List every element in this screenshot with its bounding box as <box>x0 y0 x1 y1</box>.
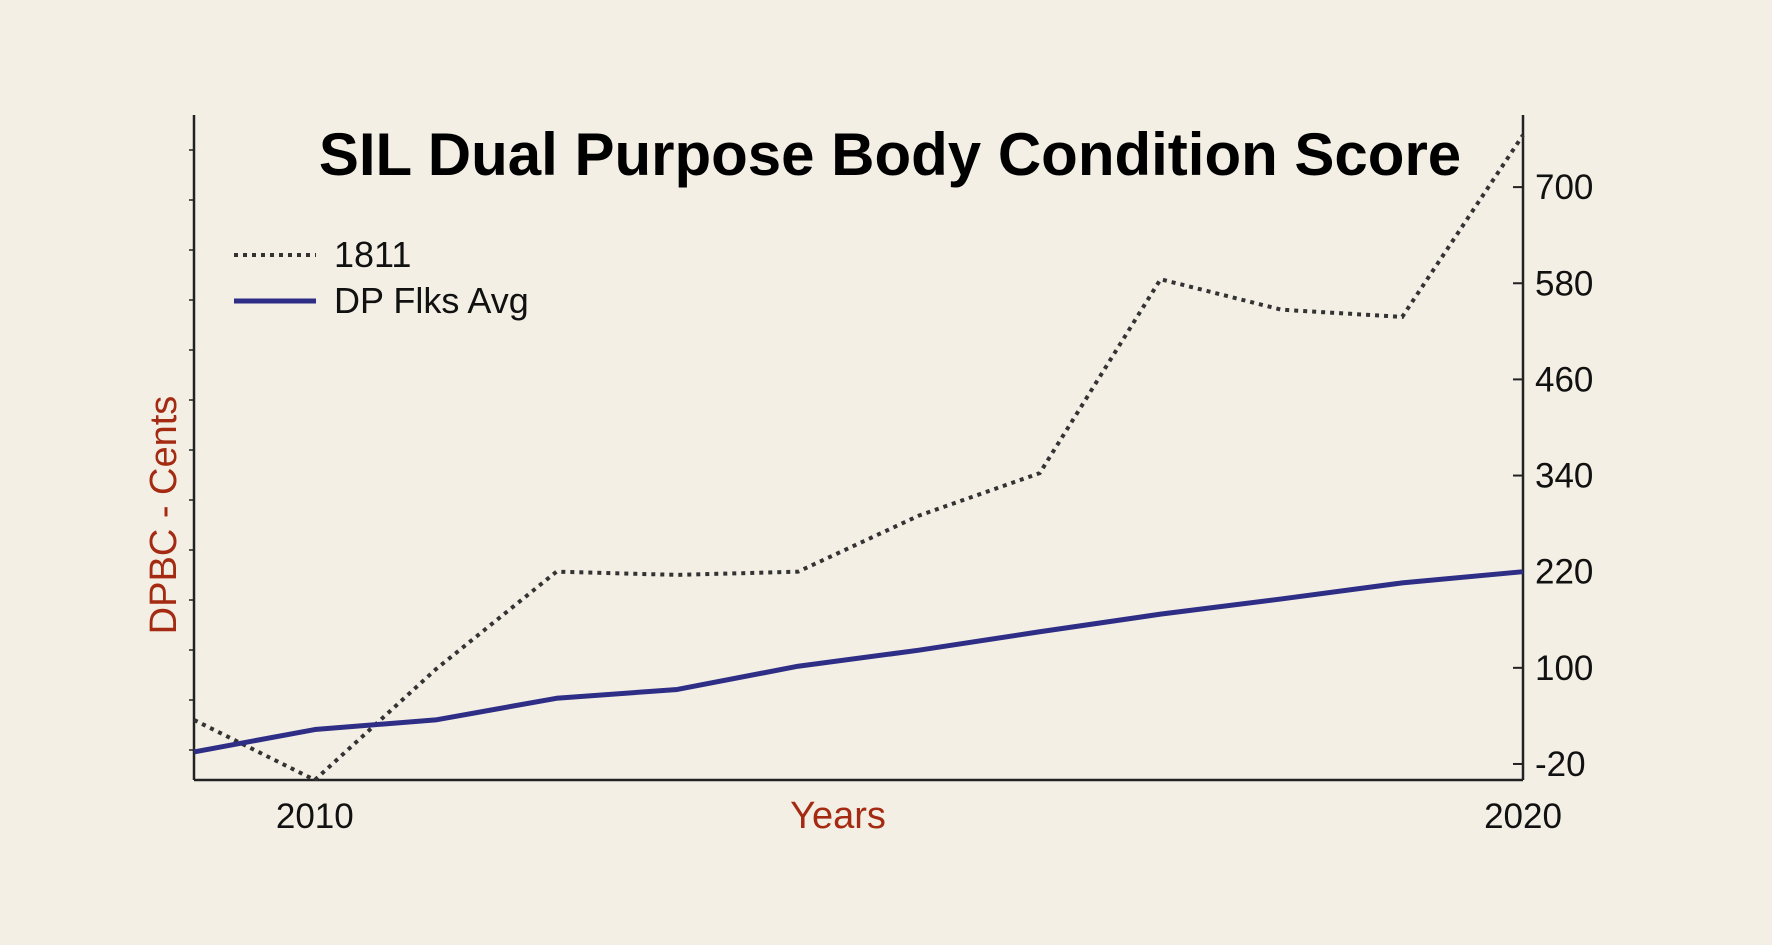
legend: 1811 DP Flks Avg <box>234 234 529 321</box>
axes-group <box>189 115 1525 782</box>
y-tick-label: 580 <box>1535 264 1593 303</box>
y-axis-label: DPBC - Cents <box>143 396 185 635</box>
x-tick-labels: 2010 2020 <box>276 797 1562 836</box>
y-tick-label: 460 <box>1535 360 1593 399</box>
chart-title: SIL Dual Purpose Body Condition Score <box>319 121 1461 188</box>
right-axis-ticks <box>1513 186 1523 765</box>
y-tick-label: 700 <box>1535 168 1593 207</box>
y-tick-label: 340 <box>1535 457 1593 496</box>
x-tick-label: 2010 <box>276 797 354 836</box>
y-tick-labels: -20 100 220 340 460 580 700 <box>1535 168 1593 784</box>
x-tick-label: 2020 <box>1484 797 1562 836</box>
series-line-2 <box>193 569 1524 755</box>
legend-label: DP Flks Avg <box>334 280 529 321</box>
y-tick-label: 220 <box>1535 553 1593 592</box>
y-tick-label: -20 <box>1535 745 1586 784</box>
y-tick-label: 100 <box>1535 649 1593 688</box>
legend-label: 1811 <box>334 234 411 275</box>
x-axis-label: Years <box>790 795 886 837</box>
series-line-1 <box>193 133 1525 783</box>
series-group <box>193 133 1525 783</box>
left-axis-ticks <box>189 149 194 751</box>
